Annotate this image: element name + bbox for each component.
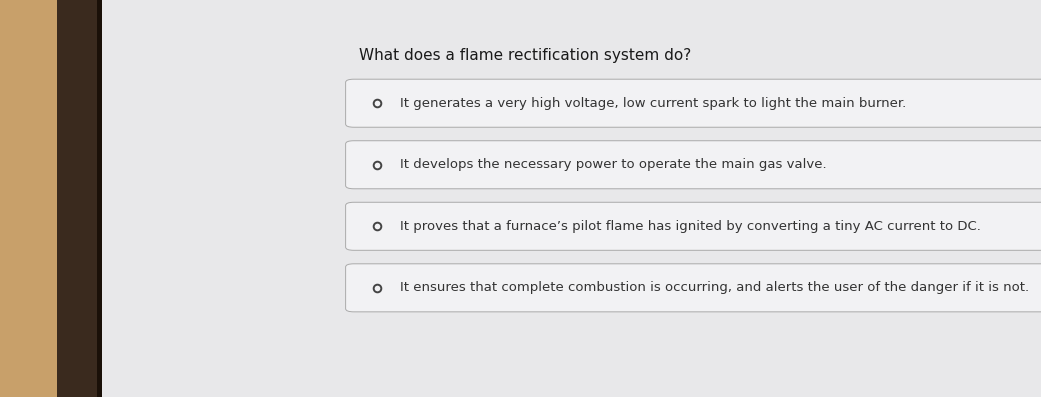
Text: It proves that a furnace’s pilot flame has ignited by converting a tiny AC curre: It proves that a furnace’s pilot flame h… xyxy=(400,220,981,233)
FancyBboxPatch shape xyxy=(0,0,57,397)
FancyBboxPatch shape xyxy=(97,0,102,397)
Text: What does a flame rectification system do?: What does a flame rectification system d… xyxy=(359,48,691,63)
FancyBboxPatch shape xyxy=(346,202,1041,251)
FancyBboxPatch shape xyxy=(57,0,97,397)
FancyBboxPatch shape xyxy=(346,79,1041,127)
Text: It ensures that complete combustion is occurring, and alerts the user of the dan: It ensures that complete combustion is o… xyxy=(400,281,1029,294)
FancyBboxPatch shape xyxy=(102,0,1041,397)
Text: It develops the necessary power to operate the main gas valve.: It develops the necessary power to opera… xyxy=(400,158,827,171)
FancyBboxPatch shape xyxy=(346,141,1041,189)
Text: It generates a very high voltage, low current spark to light the main burner.: It generates a very high voltage, low cu… xyxy=(400,97,906,110)
FancyBboxPatch shape xyxy=(346,264,1041,312)
